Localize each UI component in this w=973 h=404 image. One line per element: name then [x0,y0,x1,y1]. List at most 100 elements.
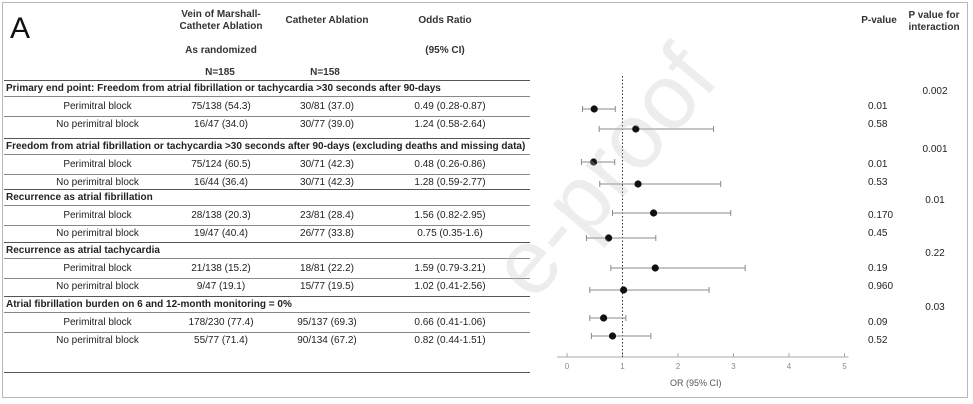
p-interaction-value: 0.03 [925,302,945,313]
p-value: 0.960 [868,281,894,292]
p-value: 0.45 [868,228,888,239]
p-value: 0.53 [868,177,888,188]
subgroup-label: No perimitral block [56,335,139,346]
odds-ratio-point [634,180,642,188]
odds-ratio-point [600,314,608,322]
p-interaction-value: 0.22 [925,248,945,259]
odds-ratio-text: 1.24 (0.58-2.64) [414,119,486,130]
subgroup-label: Perimitral block [63,317,132,328]
odds-ratio-text: 0.49 (0.28-0.87) [414,101,486,112]
odds-ratio-point [651,264,659,272]
p-interaction-value: 0.01 [925,195,945,206]
odds-ratio-point [605,234,613,242]
subgroup-label: Perimitral block [63,101,132,112]
ca-events: 30/71 (42.3) [300,159,354,170]
vom-events: 75/124 (60.5) [191,159,251,170]
odds-ratio-text: 0.75 (0.35-1.6) [417,228,483,239]
x-tick-label: 1 [620,362,625,371]
table-rule [4,96,530,97]
p-interaction-value: 0.001 [922,144,948,155]
table-rule [4,154,530,155]
subgroup-label: Perimitral block [63,263,132,274]
p-value: 0.52 [868,335,888,346]
table-rule [4,278,530,279]
odds-ratio-point [590,158,598,166]
header-p-interaction: P value for interaction [908,10,960,33]
subgroup-label: Perimitral block [63,159,132,170]
subgroup-label: No perimitral block [56,119,139,130]
table-rule [4,296,530,297]
ca-events: 90/134 (67.2) [297,335,357,346]
section-title: Atrial fibrillation burden on 6 and 12-m… [6,299,292,310]
vom-events: 75/138 (54.3) [191,101,251,112]
section-title: Freedom from atrial fibrillation or tach… [6,141,526,152]
vom-events: 28/138 (20.3) [191,210,251,221]
subgroup-label: No perimitral block [56,281,139,292]
table-rule [4,258,530,259]
ca-events: 30/71 (42.3) [300,177,354,188]
odds-ratio-text: 1.02 (0.41-2.56) [414,281,486,292]
header-ci: (95% CI) [425,45,465,56]
section-title: Recurrence as atrial fibrillation [6,192,153,203]
odds-ratio-text: 1.56 (0.82-2.95) [414,210,486,221]
table-rule [4,242,530,243]
x-tick-label: 0 [565,362,570,371]
ca-events: 30/81 (37.0) [300,101,354,112]
panel-label: A [10,12,31,45]
table-rule [4,189,530,190]
table-rule [4,205,530,206]
ca-events: 95/137 (69.3) [297,317,357,328]
table-rule [4,312,530,313]
table-rule [4,225,530,226]
ca-events: 26/77 (33.8) [300,228,354,239]
table-rule [4,138,530,139]
p-value: 0.170 [868,210,894,221]
table-rule [4,174,530,175]
odds-ratio-text: 1.28 (0.59-2.77) [414,177,486,188]
section-title: Recurrence as atrial tachycardia [6,245,160,256]
header-catheter-ablation: Catheter Ablation [285,15,369,26]
header-odds-ratio: Odds Ratio [418,15,472,26]
vom-events: 178/230 (77.4) [188,317,254,328]
ca-events: 18/81 (22.2) [300,263,354,274]
header-n-ca: N=158 [310,67,340,78]
ca-events: 30/77 (39.0) [300,119,354,130]
ca-events: 15/77 (19.5) [300,281,354,292]
figure-frame [2,2,968,398]
table-rule [4,80,530,81]
table-rule [4,116,530,117]
odds-ratio-text: 1.59 (0.79-3.21) [414,263,486,274]
header-as-randomized: As randomized [185,45,257,56]
subgroup-label: Perimitral block [63,210,132,221]
p-interaction-value: 0.002 [922,86,948,97]
p-value: 0.58 [868,119,888,130]
header-p-value: P-value [861,15,897,26]
vom-events: 19/47 (40.4) [194,228,248,239]
vom-events: 9/47 (19.1) [196,281,246,292]
p-value: 0.01 [868,101,888,112]
odds-ratio-point [590,105,598,113]
x-tick-label: 5 [842,362,847,371]
subgroup-label: No perimitral block [56,177,139,188]
subgroup-label: No perimitral block [56,228,139,239]
table-rule [4,332,530,333]
p-value: 0.19 [868,263,888,274]
vom-events: 21/138 (15.2) [191,263,251,274]
x-axis-label: OR (95% CI) [670,378,722,388]
section-title: Primary end point: Freedom from atrial f… [6,83,441,94]
x-tick-label: 2 [676,362,681,371]
odds-ratio-point [620,286,628,294]
table-rule [4,372,530,373]
odds-ratio-text: 0.82 (0.44-1.51) [414,335,486,346]
odds-ratio-point [608,332,617,340]
p-value: 0.01 [868,159,888,170]
x-tick-label: 3 [731,362,736,371]
header-n-vom: N=185 [205,67,235,78]
odds-ratio-text: 0.66 (0.41-1.06) [414,317,486,328]
p-value: 0.09 [868,317,888,328]
odds-ratio-point [632,125,640,133]
odds-ratio-text: 0.48 (0.26-0.86) [414,159,486,170]
vom-events: 55/77 (71.4) [194,335,248,346]
header-vom: Vein of Marshall-Catheter Ablation [179,9,263,32]
